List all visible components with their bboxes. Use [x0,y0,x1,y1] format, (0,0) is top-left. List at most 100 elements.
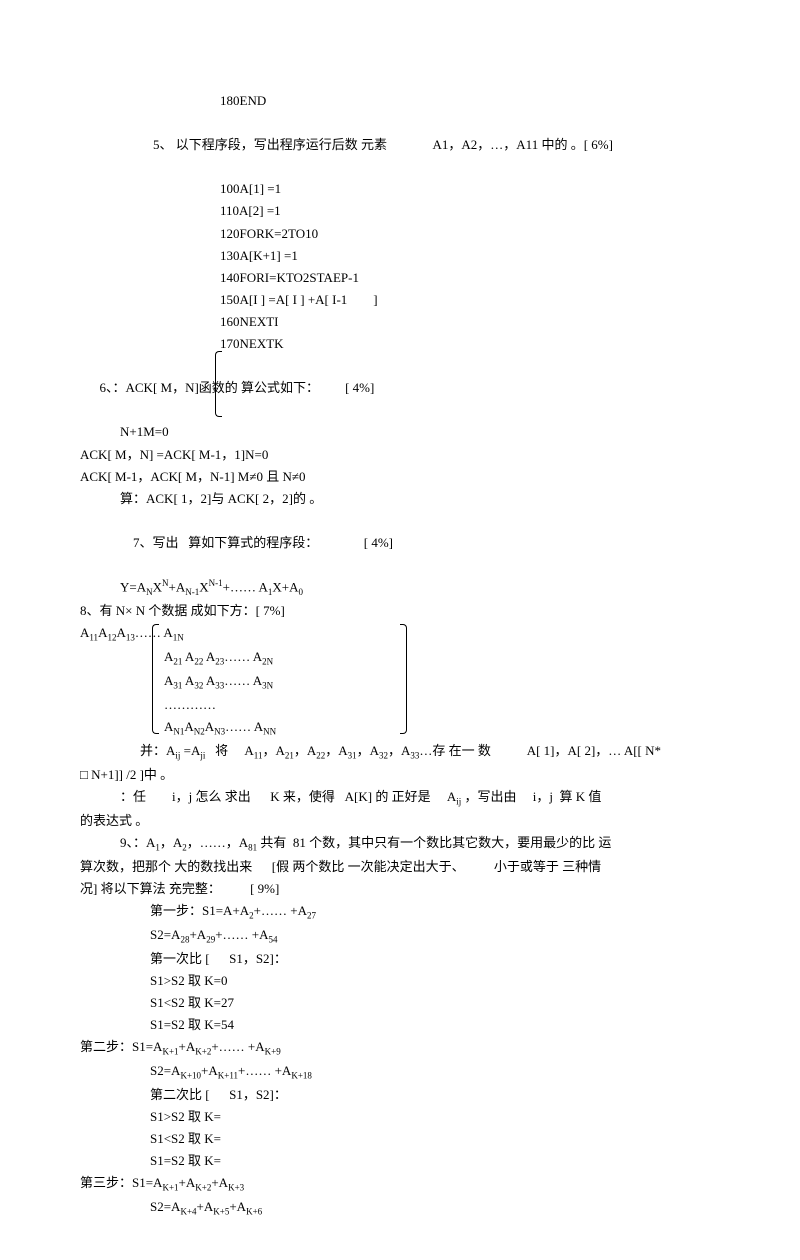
text: ，A [294,743,316,758]
text: +A [201,1063,218,1078]
text: S2=A [150,927,180,942]
document-page: 180END 5、 以下程序段，写出程序运行后数 元素 A1，A2，…，A11 … [0,0,800,1260]
left-brace-icon [215,351,222,417]
step-line: S1=S2 取 K= [80,1150,720,1172]
text-line: 并：Aij =Aji 将 A11，A21，A22，A31，A32，A33…存 在… [80,740,720,764]
text: [ 9%] [250,881,279,896]
text: [假 两个数比 一次能决定出大于、 [272,859,465,874]
subscript: K+2 [195,1183,211,1193]
subscript: K+3 [228,1183,244,1193]
text-line: 况] 将以下算法 充完整： [ 9%] [80,878,720,900]
subscript: N3 [214,727,225,737]
subscript: NN [263,727,276,737]
text: =A [180,743,200,758]
step-line: 第一步：S1=A+A2+…… +A27 [80,900,720,924]
subscript: N2 [194,727,205,737]
text: 将 A [205,743,253,758]
text: 第一步：S1=A+A [150,903,249,918]
code-line: 160NEXTI [80,311,720,333]
formula-line: N+1M=0 [80,421,720,443]
step-line: S2=A28+A29+…… +A54 [80,924,720,948]
text: ，A [357,743,379,758]
right-bracket-icon [400,624,407,734]
text: 况] 将以下算法 充完整： [80,881,221,896]
text: 第三步：S1=A [80,1175,162,1190]
text: A [447,789,456,804]
subscript: K+10 [180,1071,201,1081]
subscript: K+1 [162,1183,178,1193]
step-line: S1>S2 取 K= [80,1106,720,1128]
text: +…… +A [211,1039,264,1054]
question-8: 8、有 N× N 个数据 成如下方：[ 7%] [80,600,720,622]
text: …存 在一 数 [419,743,491,758]
subscript: 0 [299,587,304,597]
text: 第一次比 [ [150,951,210,966]
text: +…… +A [254,903,307,918]
superscript: N-1 [209,578,223,588]
text: ，A [325,743,347,758]
step-line: S1=S2 取 K=54 [80,1014,720,1036]
subscript: K+11 [218,1071,238,1081]
subscript: K+18 [291,1071,312,1081]
text: +A [211,1175,228,1190]
text: S2=A [150,1199,180,1214]
subscript: 21 [285,751,294,761]
code-line: 130A[K+1] =1 [80,245,720,267]
subscript: K+9 [265,1047,281,1057]
text: 算次数，把那个 大的数找出来 [80,859,252,874]
subscript: 1N [173,633,184,643]
code-line: 100A[1] =1 [80,178,720,200]
text: A[ 1]，A[ 2]，… A[[ N* [527,743,661,758]
text [387,137,433,152]
formula-line: ACK[ M，N] =ACK[ M-1，1]N=0 [80,444,720,466]
subscript: N [146,587,153,597]
text-line: 算：ACK[ 1，2]与 ACK[ 2，2]的 。 [80,488,720,510]
subscript: N-1 [185,587,199,597]
subscript: 13 [126,633,135,643]
text: 9、：A [120,835,155,850]
text: ，A [388,743,410,758]
subscript: 81 [248,843,257,853]
question-9: 9、：A1，A2，……，A81 共有 81 个数，其中只有一个数比其它数大，要用… [80,832,720,856]
question-5: 5、 以下程序段，写出程序运行后数 元素 A1，A2，…，A11 中的 。[ 6… [80,112,720,178]
text: ，A [262,743,284,758]
text: 并：A [140,743,175,758]
step-line: 第二次比 [ S1，S2]： [80,1084,720,1106]
subscript: 32 [194,681,203,691]
code-line: 110A[2] =1 [80,200,720,222]
subscript: 29 [206,935,215,945]
step-line: S2=AK+10+AK+11+…… +AK+18 [80,1060,720,1084]
text: 5、 以下程序段，写出程序运行后数 元素 [153,137,387,152]
superscript: N [162,578,169,588]
subscript: 27 [307,911,316,921]
text: ，……，A [187,835,248,850]
text-line: □ N+1]] /2 ]中 。 [80,764,720,786]
formula-line: ACK[ M-1，ACK[ M，N-1] M≠0 且 N≠0 [80,466,720,488]
subscript: K+2 [195,1047,211,1057]
text: i，j 算 K 值 [533,789,602,804]
subscript: 3N [262,681,273,691]
subscript: K+1 [162,1047,178,1057]
text: +…… +A [238,1063,291,1078]
subscript: 23 [215,657,224,667]
text: +A [229,1199,246,1214]
step-line: S1<S2 取 K=27 [80,992,720,1014]
text: ：任 [120,789,146,804]
bracket-group-1: 6、：ACK[ M，N]函数的 算公式如下： [ 4%] N+1M=0 ACK[… [80,355,720,488]
text-line: 算次数，把那个 大的数找出来 [假 两个数比 一次能决定出大于、 小于或等于 三… [80,856,720,878]
text: +A [197,1199,214,1214]
subscript: N1 [173,727,184,737]
subscript: 31 [348,751,357,761]
text: [ 4%] [364,535,393,550]
text: 第二次比 [ [150,1087,210,1102]
text: 6、：ACK[ M，N]函数的 算公式如下： [100,380,320,395]
subscript: 54 [269,935,278,945]
step-line: S2=AK+4+AK+5+AK+6 [80,1196,720,1220]
subscript: 12 [107,633,116,643]
left-bracket-icon [152,624,159,734]
text: S1，S2]： [229,1087,287,1102]
subscript: 33 [215,681,224,691]
text: 小于或等于 三种情 [494,859,601,874]
subscript: 21 [173,657,182,667]
code-line: 120FORK=2TO10 [80,223,720,245]
